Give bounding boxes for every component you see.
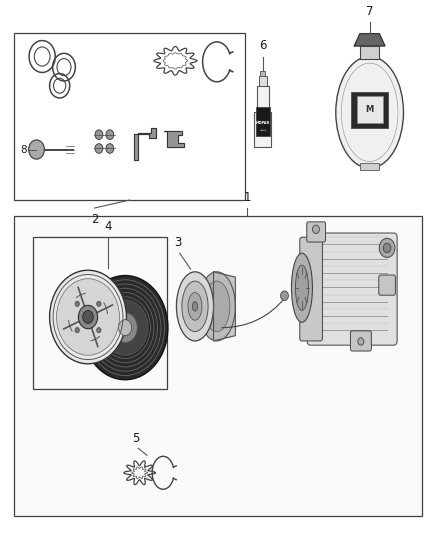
Bar [357,96,383,123]
Text: 3: 3 [174,236,181,249]
FancyBboxPatch shape [307,222,325,242]
Ellipse shape [336,56,403,168]
Polygon shape [214,272,235,341]
Circle shape [78,305,98,329]
Polygon shape [134,128,155,160]
Text: 5: 5 [132,432,140,445]
Circle shape [383,243,391,253]
Circle shape [49,270,127,364]
Bar [351,92,388,128]
Text: 6: 6 [259,39,266,52]
Circle shape [75,301,79,306]
Bar [14,216,422,516]
Text: 2: 2 [91,213,98,227]
Circle shape [102,300,148,356]
Circle shape [28,140,44,159]
Ellipse shape [188,293,202,320]
FancyBboxPatch shape [350,331,371,351]
Ellipse shape [198,272,235,341]
Text: 8: 8 [21,144,27,155]
Bar [360,164,379,169]
Circle shape [119,320,132,336]
Ellipse shape [182,281,208,332]
Text: 4: 4 [104,220,111,233]
Ellipse shape [192,302,198,311]
Circle shape [57,279,120,356]
Circle shape [97,301,101,306]
FancyBboxPatch shape [379,275,396,295]
Circle shape [95,144,103,154]
Circle shape [379,238,395,257]
FancyBboxPatch shape [307,233,397,345]
Bar [360,46,379,59]
Ellipse shape [177,272,214,341]
Text: ═══: ═══ [259,129,266,133]
Circle shape [312,225,319,233]
Text: M: M [365,105,374,114]
Text: 1: 1 [244,191,251,204]
Circle shape [97,327,101,333]
Polygon shape [254,86,272,147]
Circle shape [106,144,114,154]
Text: MOPAR: MOPAR [255,121,270,125]
Bar [33,237,166,389]
Circle shape [82,276,168,379]
Polygon shape [164,131,184,147]
Bar [14,33,245,200]
Circle shape [83,311,93,324]
Ellipse shape [295,265,308,310]
Polygon shape [354,34,385,46]
Ellipse shape [204,281,230,332]
Bar [259,76,267,86]
Circle shape [281,291,288,301]
Circle shape [75,327,79,333]
Circle shape [358,338,364,345]
Text: 7: 7 [366,5,373,18]
Circle shape [106,130,114,140]
Ellipse shape [291,253,312,322]
Circle shape [95,130,103,140]
Circle shape [113,313,138,343]
Bar [256,107,270,136]
FancyBboxPatch shape [300,237,322,341]
Bar [261,71,265,76]
